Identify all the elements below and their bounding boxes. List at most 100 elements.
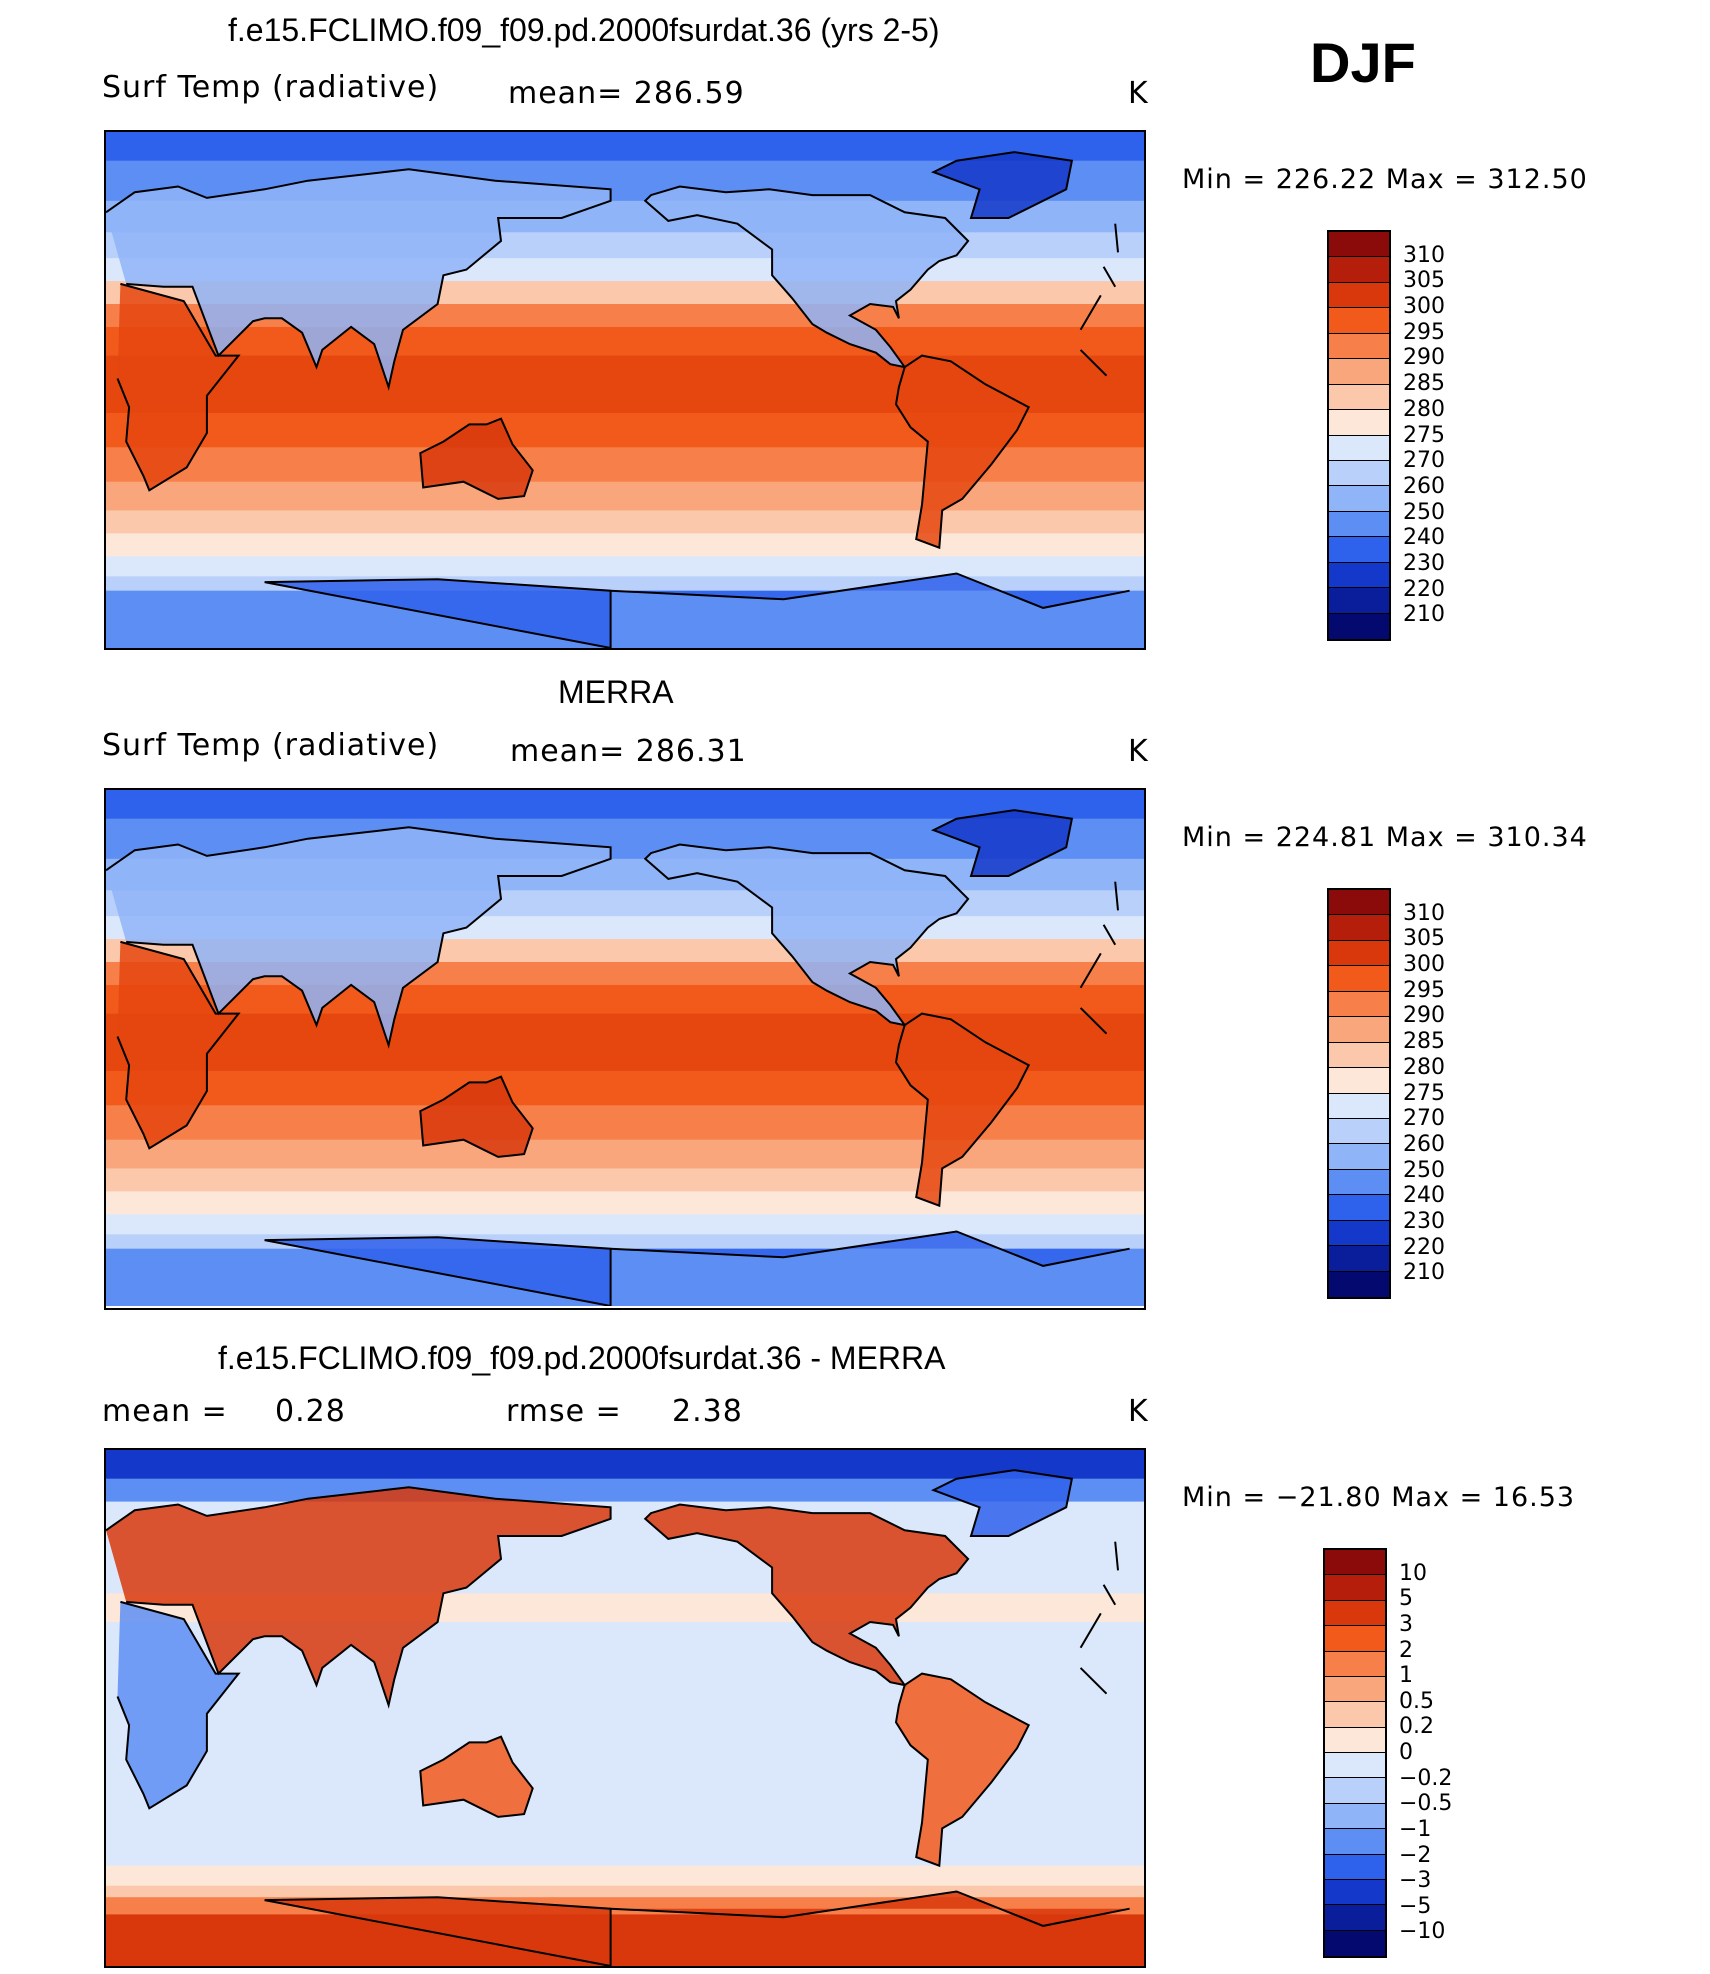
colorbar-swatch (1329, 410, 1389, 436)
colorbar-swatch (1325, 1575, 1385, 1601)
colorbar-swatch (1329, 890, 1389, 916)
colorbar-swatch (1325, 1854, 1385, 1880)
colorbar-swatch (1325, 1753, 1385, 1779)
colorbar-tick-label: 305 (1403, 268, 1445, 294)
colorbar-tick-label: 290 (1403, 345, 1445, 371)
continent-outline-samerica (894, 1672, 1031, 1868)
colorbar-swatch (1329, 613, 1389, 639)
colorbar-swatch (1329, 1144, 1389, 1170)
colorbar-tick-label: 310 (1403, 242, 1445, 268)
panel-1-title: f.e15.FCLIMO.f09_f09.pd.2000fsurdat.36 (… (228, 12, 940, 48)
colorbar-tick-label: 220 (1403, 1234, 1445, 1260)
colorbar-swatch (1329, 1220, 1389, 1247)
colorbar-swatch (1329, 940, 1389, 967)
continent-outline-greenland (930, 151, 1074, 219)
panel-1-mean: mean= 286.59 (508, 76, 745, 111)
colorbar-tick-label: −10 (1399, 1919, 1446, 1945)
season-label: DJF (1310, 31, 1416, 94)
colorbar-tick-label: 10 (1399, 1560, 1427, 1586)
panel-1-minmax: Min = 226.22 Max = 312.50 (1182, 164, 1588, 195)
colorbar-swatch (1329, 333, 1389, 360)
colorbar-swatch (1325, 1727, 1385, 1753)
map-band (106, 1865, 1144, 1887)
map-band (106, 510, 1144, 535)
map-band (106, 1450, 1144, 1480)
colorbar-tick-label: 260 (1403, 473, 1445, 499)
map-band (106, 326, 1144, 357)
colorbar-tick-label: 300 (1403, 294, 1445, 320)
colorbar-tick-label: 270 (1403, 448, 1445, 474)
panel-1-variable: Surf Temp (radiative) (102, 70, 440, 105)
colorbar-swatch (1329, 1093, 1389, 1119)
colorbar-swatch (1329, 562, 1389, 589)
continent-outline-antarctica (264, 1890, 1130, 1966)
colorbar-tick-label: −1 (1399, 1816, 1432, 1842)
colorbar-swatch (1329, 1195, 1389, 1221)
colorbar-swatch (1329, 486, 1389, 512)
colorbar-swatch (1329, 1169, 1389, 1196)
panel-3-colorbar (1323, 1548, 1387, 1958)
colorbar-tick-label: 240 (1403, 525, 1445, 551)
colorbar-tick-label: 2 (1399, 1637, 1413, 1663)
colorbar-swatch (1329, 257, 1389, 283)
colorbar-tick-label: 300 (1403, 952, 1445, 978)
colorbar-tick-label: 3 (1399, 1611, 1413, 1637)
colorbar-swatch (1325, 1778, 1385, 1804)
panel-2-variable: Surf Temp (radiative) (102, 728, 440, 763)
map-band (106, 1139, 1144, 1170)
colorbar-tick-label: −3 (1399, 1868, 1432, 1894)
colorbar-tick-label: 240 (1403, 1183, 1445, 1209)
colorbar-swatch (1325, 1600, 1385, 1627)
colorbar-swatch (1329, 308, 1389, 334)
colorbar-swatch (1329, 1042, 1389, 1069)
continent-outline-greenland (930, 809, 1074, 877)
panel-3-rmse-value: 2.38 (672, 1394, 743, 1429)
panel-2-mean: mean= 286.31 (510, 734, 747, 769)
colorbar-tick-label: 250 (1403, 499, 1445, 525)
panel-3-rmse-label: rmse = (506, 1394, 622, 1429)
continent-outline-africa (116, 940, 1108, 1150)
colorbar-tick-label: 210 (1403, 1260, 1445, 1286)
colorbar-swatch (1329, 588, 1389, 614)
map-band (106, 1191, 1144, 1216)
colorbar-tick-label: 250 (1403, 1157, 1445, 1183)
panel-3-map (104, 1448, 1146, 1968)
colorbar-tick-label: 275 (1403, 1080, 1445, 1106)
colorbar-tick-label: 230 (1403, 1208, 1445, 1234)
colorbar-tick-label: 230 (1403, 550, 1445, 576)
colorbar-tick-label: 210 (1403, 602, 1445, 628)
colorbar-tick-label: 5 (1399, 1586, 1413, 1612)
continent-outline-samerica (894, 1012, 1031, 1208)
colorbar-swatch (1329, 1068, 1389, 1094)
panel-2-colorbar (1327, 888, 1391, 1299)
map-band (106, 1168, 1144, 1193)
map-band (106, 1885, 1144, 1899)
colorbar-tick-label: 295 (1403, 319, 1445, 345)
colorbar-swatch (1329, 1118, 1389, 1145)
colorbar-tick-label: 310 (1403, 900, 1445, 926)
colorbar-swatch (1329, 991, 1389, 1018)
colorbar-tick-label: −0.5 (1399, 1791, 1453, 1817)
continent-outline-australia (419, 417, 534, 500)
colorbar-swatch (1329, 511, 1389, 538)
colorbar-tick-label: 285 (1403, 1029, 1445, 1055)
panel-1-units: K (1128, 76, 1149, 111)
colorbar-swatch (1325, 1651, 1385, 1677)
colorbar-swatch (1329, 966, 1389, 992)
panel-1-map (104, 130, 1146, 650)
continent-outline-greenland (930, 1469, 1074, 1537)
map-band (106, 1914, 1144, 1966)
colorbar-swatch (1329, 1246, 1389, 1272)
colorbar-swatch (1329, 915, 1389, 941)
colorbar-swatch (1329, 460, 1389, 487)
colorbar-swatch (1325, 1829, 1385, 1855)
continent-outline-samerica (894, 354, 1031, 550)
continent-outline-australia (419, 1735, 534, 1818)
colorbar-swatch (1329, 232, 1389, 258)
colorbar-tick-label: −2 (1399, 1842, 1432, 1868)
map-band (106, 1248, 1144, 1306)
continent-outline-namerica (643, 1503, 970, 1687)
colorbar-tick-label: −5 (1399, 1893, 1432, 1919)
colorbar-tick-label: 275 (1403, 422, 1445, 448)
panel-2-units: K (1128, 734, 1149, 769)
